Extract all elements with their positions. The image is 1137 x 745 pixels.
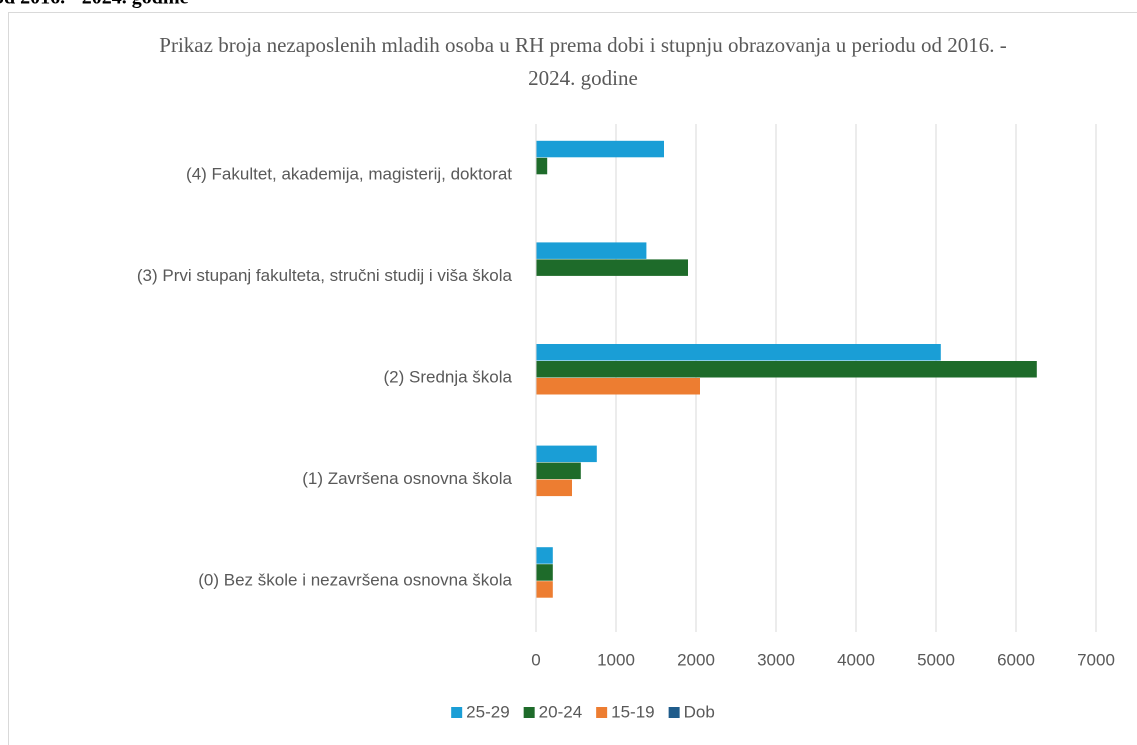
x-tick-label: 3000 <box>757 650 795 669</box>
title-line: 2024. godine <box>528 66 638 90</box>
title-line: Prikaz broja nezaposlenih mladih osoba u… <box>159 33 1006 57</box>
bar <box>536 157 548 175</box>
chart-border <box>8 12 1137 745</box>
y-tick-label: (1) Završena osnovna škola <box>302 469 512 488</box>
legend-swatch <box>523 707 535 718</box>
legend-label: 25-29 <box>466 702 509 721</box>
bar <box>536 378 700 395</box>
y-tick-label: (2) Srednja škola <box>383 367 512 386</box>
legend-item: 25-29 <box>451 702 510 721</box>
x-tick-label: 5000 <box>917 650 955 669</box>
legend-swatch <box>668 707 680 718</box>
y-tick-label: (4) Fakultet, akademija, magisterij, dok… <box>186 164 512 183</box>
legend-swatch <box>451 707 463 718</box>
bar <box>536 581 553 598</box>
bar <box>536 259 688 276</box>
y-tick-label: (0) Bez škole i nezavršena osnovna škola <box>198 571 512 590</box>
page-fragment: od 2016. - 2024. godine <box>0 0 189 9</box>
bar <box>536 344 941 361</box>
bar <box>536 242 647 259</box>
y-tick-label: (3) Prvi stupanj fakulteta, stručni stud… <box>137 266 513 285</box>
bar <box>536 564 553 581</box>
legend-item: 20-24 <box>523 702 582 721</box>
x-tick-label: 0 <box>531 650 540 669</box>
legend-item: Dob <box>668 702 715 721</box>
bar <box>536 479 572 497</box>
x-tick-label: 1000 <box>597 650 635 669</box>
legend-swatch <box>596 707 608 718</box>
bar <box>536 140 664 158</box>
bar <box>536 445 597 463</box>
legend-item: 15-19 <box>596 702 655 721</box>
legend-label: 20-24 <box>539 702 582 721</box>
legend-label: Dob <box>684 702 715 721</box>
bar <box>536 361 1037 378</box>
x-tick-label: 4000 <box>837 650 875 669</box>
legend-label: 15-19 <box>611 702 654 721</box>
bar <box>536 462 581 480</box>
x-tick-label: 6000 <box>997 650 1035 669</box>
x-tick-label: 7000 <box>1077 650 1115 669</box>
x-tick-label: 2000 <box>677 650 715 669</box>
bar <box>536 547 553 564</box>
chart-title: Prikaz broja nezaposlenih mladih osoba u… <box>159 33 1006 90</box>
